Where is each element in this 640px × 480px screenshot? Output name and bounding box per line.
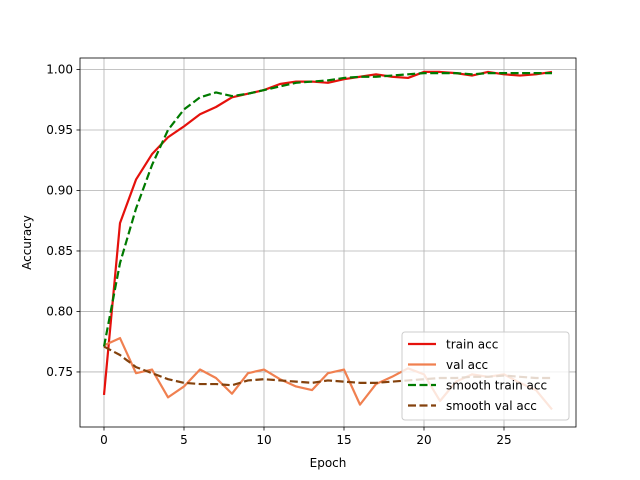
y-tick-label: 0.95 (46, 123, 73, 137)
y-tick-label: 1.00 (46, 62, 73, 76)
y-axis-title: Accuracy (20, 215, 34, 270)
axis-ticks: 0 5 10 15 20 25 0.75 0.80 0.85 0.90 0.95 1.00 (46, 62, 511, 447)
legend-box (401, 331, 570, 421)
y-tick-label: 0.80 (46, 304, 73, 318)
x-tick-label: 25 (496, 433, 511, 447)
x-tick-label: 0 (100, 433, 108, 447)
plot-frame (79, 57, 577, 428)
y-tick-label: 0.85 (46, 244, 73, 258)
y-tick-label: 0.90 (46, 183, 73, 197)
x-axis-title: Epoch (310, 456, 347, 470)
grid (80, 58, 576, 427)
x-tick-label: 5 (180, 433, 188, 447)
legend-label-1: val acc (446, 358, 488, 372)
x-tick-label: 10 (256, 433, 271, 447)
series-line-2 (102, 72, 552, 347)
x-tick-label: 20 (416, 433, 431, 447)
legend: train acc val acc smooth train acc smooth v… (401, 331, 570, 421)
legend-label-2: smooth train acc (446, 379, 547, 393)
legend-label-3: smooth val acc (446, 399, 537, 413)
legend-label-0: train acc (446, 338, 498, 352)
x-tick-label: 15 (336, 433, 351, 447)
y-tick-label: 0.75 (46, 365, 73, 379)
